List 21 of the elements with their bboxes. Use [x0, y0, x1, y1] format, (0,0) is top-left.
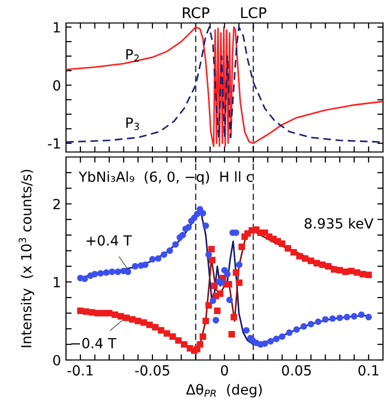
annotation: YbNi₃Al₉ (6, 0, −q) H ll c [78, 171, 253, 185]
y-tick-label: 0 [53, 354, 60, 366]
y-tick-label: 2 [53, 198, 60, 210]
y-tick-label: 1 [54, 22, 60, 32]
ref-line-label: LCP [241, 7, 266, 18]
y-tick-label: -1 [48, 138, 60, 149]
y-tick-label: 0 [53, 80, 60, 91]
x-tick-label: 0 [220, 365, 228, 376]
x-tick-label: 0.05 [282, 365, 311, 376]
x-tick-label: 0.1 [358, 365, 378, 376]
ref-line-label: RCP [182, 7, 210, 18]
annotation: P$_{3}$ [126, 118, 139, 130]
annotation: 8.935 keV [304, 218, 374, 229]
x-tick-label: -0.05 [135, 365, 170, 376]
x-tick-label: -0.1 [68, 365, 93, 376]
y-axis-title: Intensity (x 10$^{3}$ counts/s) [18, 170, 34, 348]
annotation: P$_{2}$ [126, 49, 139, 62]
annotation: −0.4 T [71, 338, 116, 348]
x-axis-title: Δθ$_{PR}$ (deg) [186, 384, 262, 398]
annotation: +0.4 T [86, 235, 132, 246]
y-tick-label: 1 [54, 277, 60, 288]
